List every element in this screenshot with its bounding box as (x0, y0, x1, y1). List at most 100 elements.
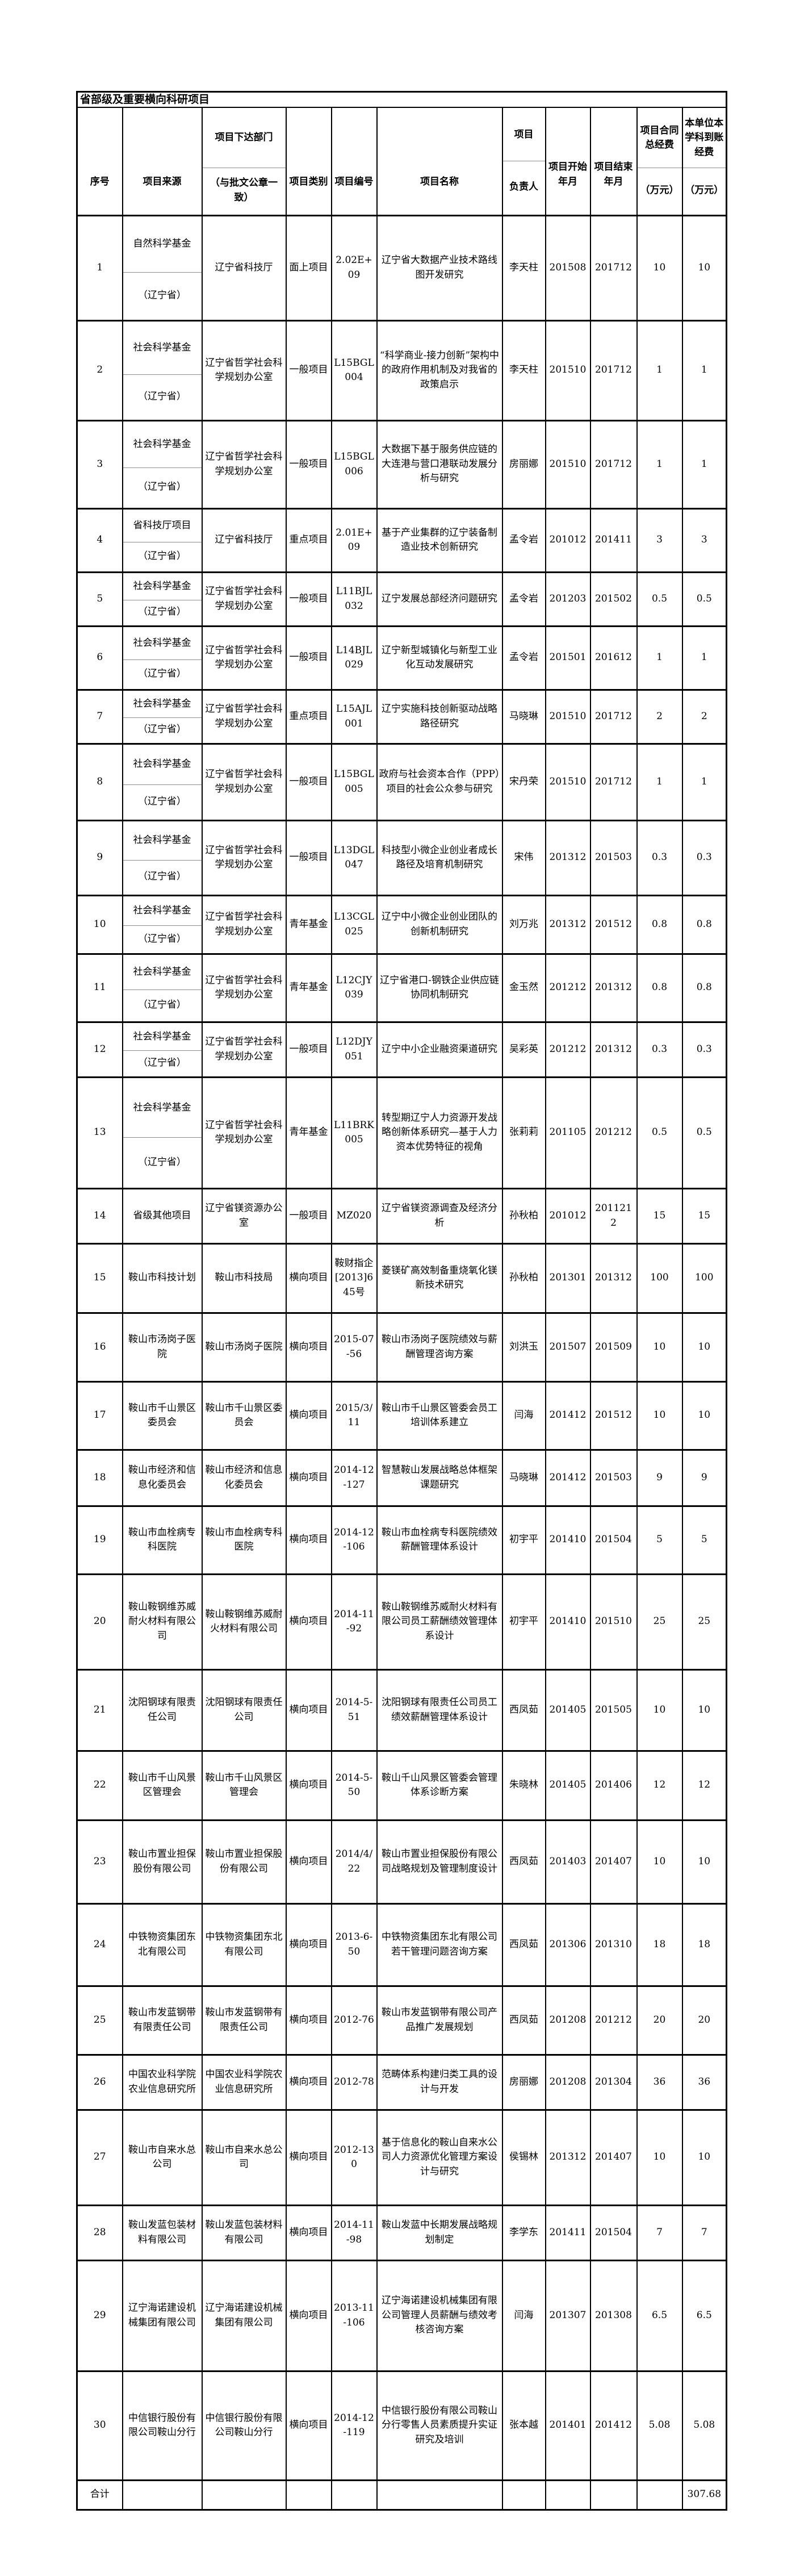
source-region: （辽宁省） (138, 667, 186, 679)
cell-leader: 孟令岩 (501, 507, 546, 573)
cell-leader: 李天柱 (501, 214, 546, 321)
cell-end-date: 201712 (589, 419, 638, 509)
cell-received-fund: 10 (681, 1668, 727, 1751)
cell-end-date: 201411 (589, 507, 638, 573)
cell-dept: 辽宁省哲学社会科学规划办公室 (201, 819, 287, 896)
cell-category: 横向项目 (285, 1242, 332, 1313)
cell-source: 中铁物资集团东北有限公司 (122, 1902, 203, 1986)
cell-source: 鞍山市发蓝钢带有限责任公司 (122, 1985, 203, 2055)
cell-leader: 西凤茹 (501, 1902, 546, 1986)
cell-start-date: 201507 (544, 1312, 591, 1382)
cell-total-fund: 10 (636, 2109, 683, 2206)
cell-end-date: 201312 (589, 1021, 638, 1078)
cell-end-date: 201312 (589, 1242, 638, 1313)
source-cell-divider (123, 717, 202, 718)
cell-leader: 房丽娜 (501, 2053, 546, 2110)
cell-code: L13CGL025 (330, 894, 378, 954)
source-cell-divider (123, 925, 202, 926)
cell-category: 一般项目 (285, 625, 332, 690)
source-region: （辽宁省） (138, 550, 186, 562)
cell-received-fund: 100 (681, 1242, 727, 1313)
document-page: 省部级及重要横向科研项目 序号 项目来源 项目下达部门 （与批文公章一致） 项目… (76, 91, 728, 2511)
cell-project-name: 范畴体系构建归类工具的设计与开发 (376, 2053, 503, 2110)
cell-start-date: 201306 (544, 1902, 591, 1986)
cell-code: 2.01E+09 (330, 507, 378, 573)
cell-code: L15AJL001 (330, 688, 378, 744)
cell-total-fund: 6.5 (636, 2259, 683, 2372)
cell-leader: 西凤茹 (501, 1668, 546, 1751)
cell-seq: 9 (76, 819, 123, 896)
cell-start-date: 201410 (544, 1573, 591, 1670)
cell-total-fund: 0.3 (636, 1021, 683, 1078)
cell-leader: 西凤茹 (501, 1985, 546, 2055)
cell-source: 社会科学基金 （辽宁省） (122, 1076, 203, 1189)
cell-received-fund: 0.8 (681, 953, 727, 1022)
cell-leader: 房丽娜 (501, 419, 546, 509)
cell-seq: 30 (76, 2370, 123, 2481)
cell-received-fund: 3 (681, 507, 727, 573)
cell-start-date: 201212 (544, 1021, 591, 1078)
cell-project-name: 中铁物资集团东北有限公司若干管理问题咨询方案 (376, 1902, 503, 1986)
cell-end-date: 201512 (589, 1380, 638, 1450)
cell-received-fund: 0.8 (681, 894, 727, 954)
cell-source: 鞍山市置业担保股份有限公司 (122, 1819, 203, 1904)
cell-start-date: 201208 (544, 2053, 591, 2110)
total-empty-cell (636, 2479, 683, 2510)
cell-seq: 18 (76, 1448, 123, 1506)
col-header-total-unit: （万元） (640, 184, 679, 196)
cell-category: 面上项目 (285, 214, 332, 321)
table-row: 11 社会科学基金 （辽宁省） 辽宁省哲学社会科学规划办公室 青年基金 L12CJ… (76, 953, 727, 1022)
cell-start-date: 201312 (544, 894, 591, 954)
cell-seq: 4 (76, 507, 123, 573)
cell-received-fund: 10 (681, 2109, 727, 2206)
cell-start-date: 201501 (544, 625, 591, 690)
table-row: 28 鞍山发蓝包装材料有限公司 鞍山发蓝包装材料有限公司 横向项目 2014-1… (76, 2204, 727, 2261)
cell-total-fund: 5.08 (636, 2370, 683, 2481)
cell-source: 省科技厅项目 （辽宁省） (122, 507, 203, 573)
cell-project-name: 辽宁省大数据产业技术路线图开发研究 (376, 214, 503, 321)
table-row: 23 鞍山市置业担保股份有限公司 鞍山市置业担保股份有限公司 横向项目 2014… (76, 1819, 727, 1904)
cell-source: 社会科学基金 （辽宁省） (122, 819, 203, 896)
cell-start-date: 201410 (544, 1505, 591, 1575)
table-row: 1 自然科学基金 （辽宁省） 辽宁省科技厅 面上项目 2.02E+09 辽宁省大数… (76, 214, 727, 321)
cell-category: 横向项目 (285, 2109, 332, 2206)
col-header-dept-note: （与批文公章一致） (210, 177, 278, 203)
table-row: 10 社会科学基金 （辽宁省） 辽宁省哲学社会科学规划办公室 青年基金 L13CG… (76, 894, 727, 954)
cell-dept: 鞍山鞍钢维苏威耐火材料有限公司 (201, 1573, 287, 1670)
cell-end-date: 201612 (589, 625, 638, 690)
cell-end-date: 201308 (589, 2259, 638, 2372)
cell-code: L15BGL005 (330, 742, 378, 821)
source-region: （辽宁省） (138, 1057, 186, 1069)
cell-leader: 李天柱 (501, 319, 546, 421)
cell-end-date: 201212 (589, 1985, 638, 2055)
source-cell-divider (123, 467, 202, 468)
cell-end-date: 201412 (589, 2370, 638, 2481)
cell-seq: 6 (76, 625, 123, 690)
source-cell-divider (123, 272, 202, 273)
source-region: （辽宁省） (138, 289, 186, 301)
cell-total-fund: 7 (636, 2204, 683, 2261)
table-row: 24 中铁物资集团东北有限公司 中铁物资集团东北有限公司 横向项目 2013-6… (76, 1902, 727, 1986)
cell-received-fund: 12 (681, 1750, 727, 1821)
cell-total-fund: 0.5 (636, 1076, 683, 1189)
cell-code: L11BJL032 (330, 571, 378, 627)
col-header-received: 本单位本学科到账经费 （万元） (681, 107, 727, 216)
cell-source: 沈阳钢球有限责任公司 (122, 1668, 203, 1751)
cell-start-date: 201208 (544, 1985, 591, 2055)
cell-code: 2013-6-50 (330, 1902, 378, 1986)
cell-source: 社会科学基金 （辽宁省） (122, 742, 203, 821)
cell-seq: 5 (76, 571, 123, 627)
cell-seq: 22 (76, 1750, 123, 1821)
col-header-dept: 项目下达部门 （与批文公章一致） (201, 107, 287, 216)
cell-category: 横向项目 (285, 2259, 332, 2372)
col-header-leader: 项目 负责人 (501, 107, 546, 216)
cell-end-date: 201510 (589, 1573, 638, 1670)
cell-project-name: 基于产业集群的辽宁装备制造业技术创新研究 (376, 507, 503, 573)
cell-dept: 辽宁省哲学社会科学规划办公室 (201, 953, 287, 1022)
cell-leader: 闫海 (501, 1380, 546, 1450)
cell-source: 社会科学基金 （辽宁省） (122, 953, 203, 1022)
source-fund-name: 社会科学基金 (133, 698, 191, 709)
source-fund-name: 社会科学基金 (133, 580, 191, 592)
cell-total-fund: 100 (636, 1242, 683, 1313)
cell-end-date: 201502 (589, 571, 638, 627)
